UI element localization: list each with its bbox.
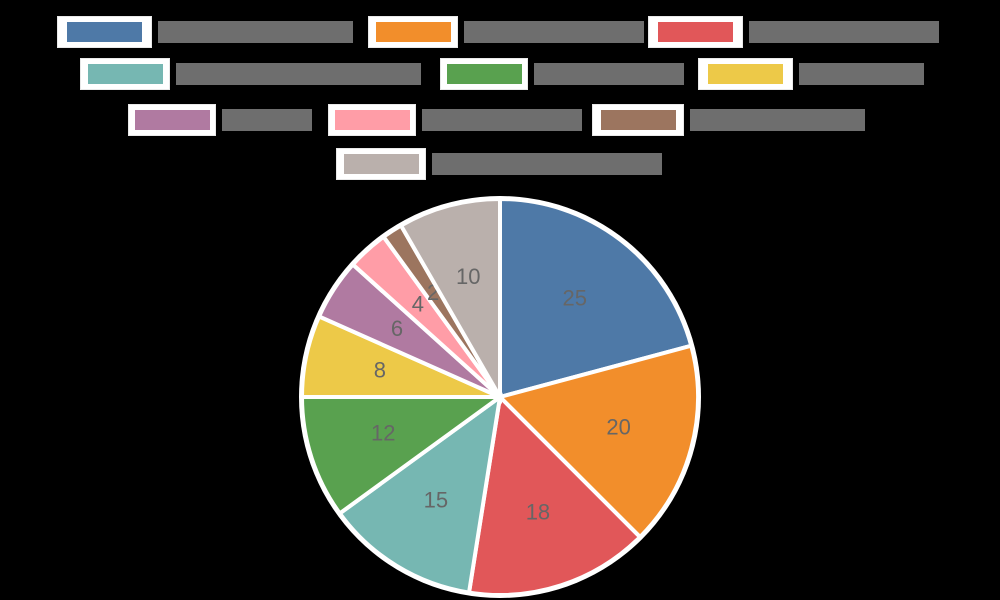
legend-label (222, 109, 312, 131)
legend-swatch (592, 104, 684, 136)
legend-swatch (648, 16, 743, 48)
legend-item[interactable] (57, 16, 353, 48)
legend-item[interactable] (440, 58, 684, 90)
legend-color (87, 64, 163, 84)
pie-slice[interactable] (498, 196, 694, 400)
legend-color (343, 154, 419, 174)
legend-color (658, 22, 733, 42)
pie-slice[interactable] (466, 392, 643, 597)
legend-item[interactable] (368, 16, 644, 48)
legend-color (134, 110, 210, 130)
slice-value-label: 18 (526, 500, 550, 525)
legend-swatch (57, 16, 152, 48)
legend-label (749, 21, 939, 43)
pie-slice[interactable] (496, 343, 700, 540)
legend-item[interactable] (128, 104, 312, 136)
legend-swatch (80, 58, 170, 90)
slice-value-label: 20 (606, 415, 630, 440)
legend-label (534, 63, 684, 85)
legend-swatch (328, 104, 416, 136)
legend-item[interactable] (328, 104, 582, 136)
slice-value-label: 8 (374, 357, 386, 382)
slice-value-label: 4 (412, 292, 424, 317)
legend-label (176, 63, 421, 85)
legend-label (432, 153, 662, 175)
slice-value-label: 10 (456, 264, 480, 289)
legend-color (67, 22, 142, 42)
pie-slice[interactable] (398, 196, 502, 405)
legend-swatch (368, 16, 458, 48)
legend-item[interactable] (648, 16, 939, 48)
legend-item[interactable] (592, 104, 865, 136)
legend-item[interactable] (80, 58, 421, 90)
legend-item[interactable] (336, 148, 662, 180)
legend-swatch (128, 104, 216, 136)
slice-value-label: 15 (424, 487, 448, 512)
legend-label (464, 21, 644, 43)
pie-slice[interactable] (337, 392, 503, 595)
legend-item[interactable] (698, 58, 924, 90)
legend-swatch (440, 58, 528, 90)
legend-label (690, 109, 865, 131)
legend-label (158, 21, 353, 43)
legend-color (375, 22, 451, 42)
slice-value-label: 25 (562, 285, 586, 310)
pie-slice[interactable] (299, 395, 507, 517)
legend-color (600, 110, 676, 130)
legend-label (799, 63, 924, 85)
slice-value-label: 6 (391, 316, 403, 341)
legend-label (422, 109, 582, 131)
legend-color (708, 64, 783, 84)
legend-swatch (698, 58, 793, 90)
legend-color (334, 110, 410, 130)
legend-color (446, 64, 522, 84)
slice-value-label: 12 (371, 421, 395, 446)
legend-swatch (336, 148, 426, 180)
